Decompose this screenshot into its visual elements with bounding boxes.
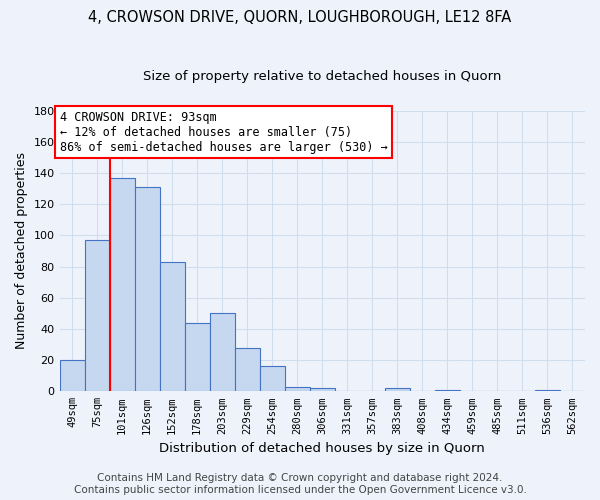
Bar xyxy=(235,348,260,392)
Text: 4 CROWSON DRIVE: 93sqm
← 12% of detached houses are smaller (75)
86% of semi-det: 4 CROWSON DRIVE: 93sqm ← 12% of detached… xyxy=(59,110,387,154)
Bar xyxy=(160,262,185,392)
Bar xyxy=(435,390,460,392)
Bar xyxy=(209,314,235,392)
Bar xyxy=(260,366,285,392)
Bar xyxy=(185,322,209,392)
Y-axis label: Number of detached properties: Number of detached properties xyxy=(15,152,28,350)
Text: Contains HM Land Registry data © Crown copyright and database right 2024.
Contai: Contains HM Land Registry data © Crown c… xyxy=(74,474,526,495)
Bar xyxy=(310,388,335,392)
Title: Size of property relative to detached houses in Quorn: Size of property relative to detached ho… xyxy=(143,70,502,83)
X-axis label: Distribution of detached houses by size in Quorn: Distribution of detached houses by size … xyxy=(160,442,485,455)
Bar xyxy=(285,386,310,392)
Bar xyxy=(134,187,160,392)
Bar xyxy=(110,178,134,392)
Bar xyxy=(59,360,85,392)
Bar xyxy=(85,240,110,392)
Text: 4, CROWSON DRIVE, QUORN, LOUGHBOROUGH, LE12 8FA: 4, CROWSON DRIVE, QUORN, LOUGHBOROUGH, L… xyxy=(88,10,512,25)
Bar xyxy=(535,390,560,392)
Bar xyxy=(385,388,410,392)
